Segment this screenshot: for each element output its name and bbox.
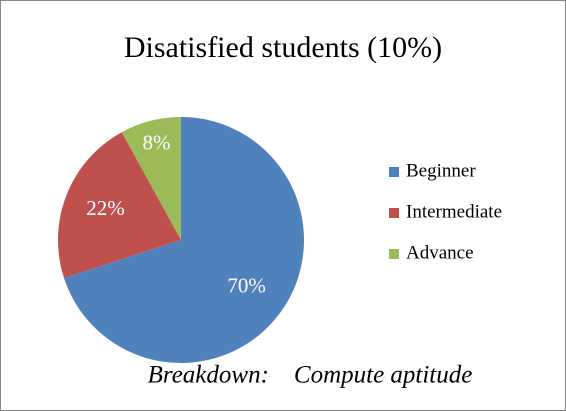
data-label: 22% — [86, 196, 125, 220]
legend-swatch — [389, 167, 399, 177]
pie-slice — [58, 132, 181, 279]
data-label: 8% — [143, 131, 171, 155]
legend-swatch — [389, 208, 399, 218]
pie-slice — [121, 117, 181, 240]
legend-label: Beginner — [406, 160, 476, 181]
legend-swatch — [389, 249, 399, 259]
caption: Breakdown: Compute aptitude — [148, 362, 473, 389]
pie-slice — [64, 117, 304, 363]
data-label: 70% — [227, 274, 266, 298]
legend-label: Advance — [406, 242, 474, 263]
legend-label: Intermediate — [406, 201, 502, 222]
chart-title: Disatisfied students (10%) — [124, 31, 442, 64]
